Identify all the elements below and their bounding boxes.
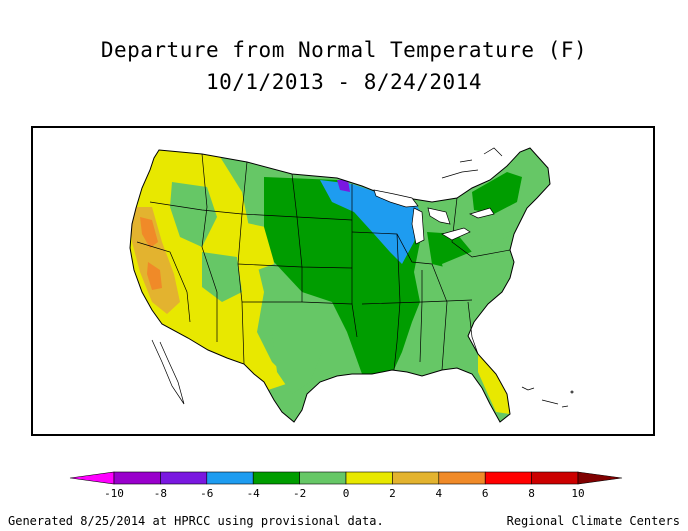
legend-tick-label: -2 [293,487,306,500]
legend-bin-below [69,471,115,485]
legend-bin [438,471,486,485]
temperature-departure-map [129,147,574,423]
legend-tick-label: -8 [154,487,167,500]
legend-bin-above [577,471,623,485]
legend-bin [392,471,440,485]
legend-bin [160,471,208,485]
legend-bin [113,471,161,485]
legend-bin [484,471,532,485]
islands [521,386,574,408]
legend-tick-label: 10 [571,487,584,500]
map-title: Departure from Normal Temperature (F) [100,38,588,62]
legend-bin [345,471,393,485]
legend-tick-label: -10 [104,487,124,500]
legend-tick-label: 4 [435,487,442,500]
color-legend: -10 -8 -6 -4 -2 0 2 4 6 8 10 [69,471,623,500]
state-boundaries [129,147,551,423]
legend-tick-label: 6 [482,487,489,500]
legend-tick-label: 8 [528,487,535,500]
legend-bin [206,471,254,485]
map-date-range: 10/1/2013 - 8/24/2014 [205,70,482,94]
legend-tick-label: 2 [389,487,396,500]
legend-tick-label: 0 [343,487,350,500]
temperature-field [130,148,550,422]
legend-tick-label: -6 [200,487,213,500]
footer-credit: Regional Climate Centers [506,514,680,528]
legend-tick-label: -4 [247,487,261,500]
lakes-and-coastline [151,147,503,405]
legend-bin [299,471,347,485]
footer-generated-note: Generated 8/25/2014 at HPRCC using provi… [8,514,384,528]
map-frame [31,126,655,436]
legend-bin [531,471,579,485]
legend-bin [252,471,300,485]
